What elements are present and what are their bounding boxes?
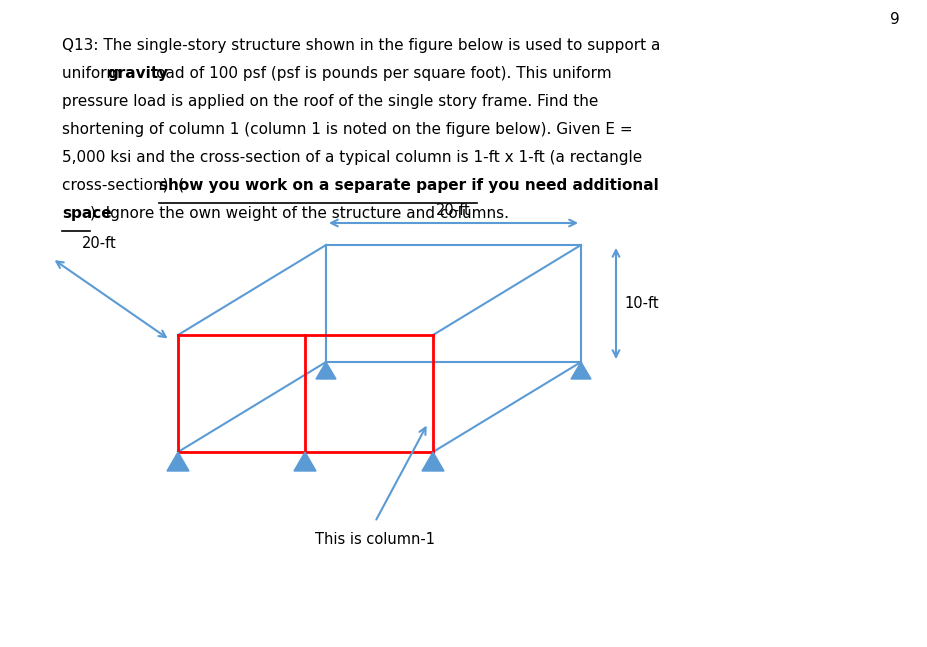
Text: show you work on a separate paper if you need additional: show you work on a separate paper if you… xyxy=(159,178,657,193)
Polygon shape xyxy=(167,452,189,471)
Text: pressure load is applied on the roof of the single story frame. Find the: pressure load is applied on the roof of … xyxy=(62,94,598,109)
Polygon shape xyxy=(294,452,316,471)
Text: load of 100 psf (psf is pounds per square foot). This uniform: load of 100 psf (psf is pounds per squar… xyxy=(147,66,611,81)
Text: 20-ft: 20-ft xyxy=(83,236,117,250)
Polygon shape xyxy=(422,452,443,471)
Text: This is column-1: This is column-1 xyxy=(314,532,435,547)
Text: 10-ft: 10-ft xyxy=(623,296,658,311)
Text: uniform: uniform xyxy=(62,66,126,81)
Text: 9: 9 xyxy=(889,12,899,27)
Polygon shape xyxy=(316,362,336,379)
Text: ). Ignore the own weight of the structure and columns.: ). Ignore the own weight of the structur… xyxy=(90,206,509,221)
Text: gravity: gravity xyxy=(108,66,169,81)
Polygon shape xyxy=(570,362,590,379)
Text: cross-section). (: cross-section). ( xyxy=(62,178,184,193)
Text: 20-ft: 20-ft xyxy=(436,203,470,218)
Text: 5,000 ksi and the cross-section of a typical column is 1-ft x 1-ft (a rectangle: 5,000 ksi and the cross-section of a typ… xyxy=(62,150,641,165)
Text: space: space xyxy=(62,206,111,221)
Text: shortening of column 1 (column 1 is noted on the figure below). Given E =: shortening of column 1 (column 1 is note… xyxy=(62,122,632,137)
Text: Q13: The single-story structure shown in the figure below is used to support a: Q13: The single-story structure shown in… xyxy=(62,38,660,53)
